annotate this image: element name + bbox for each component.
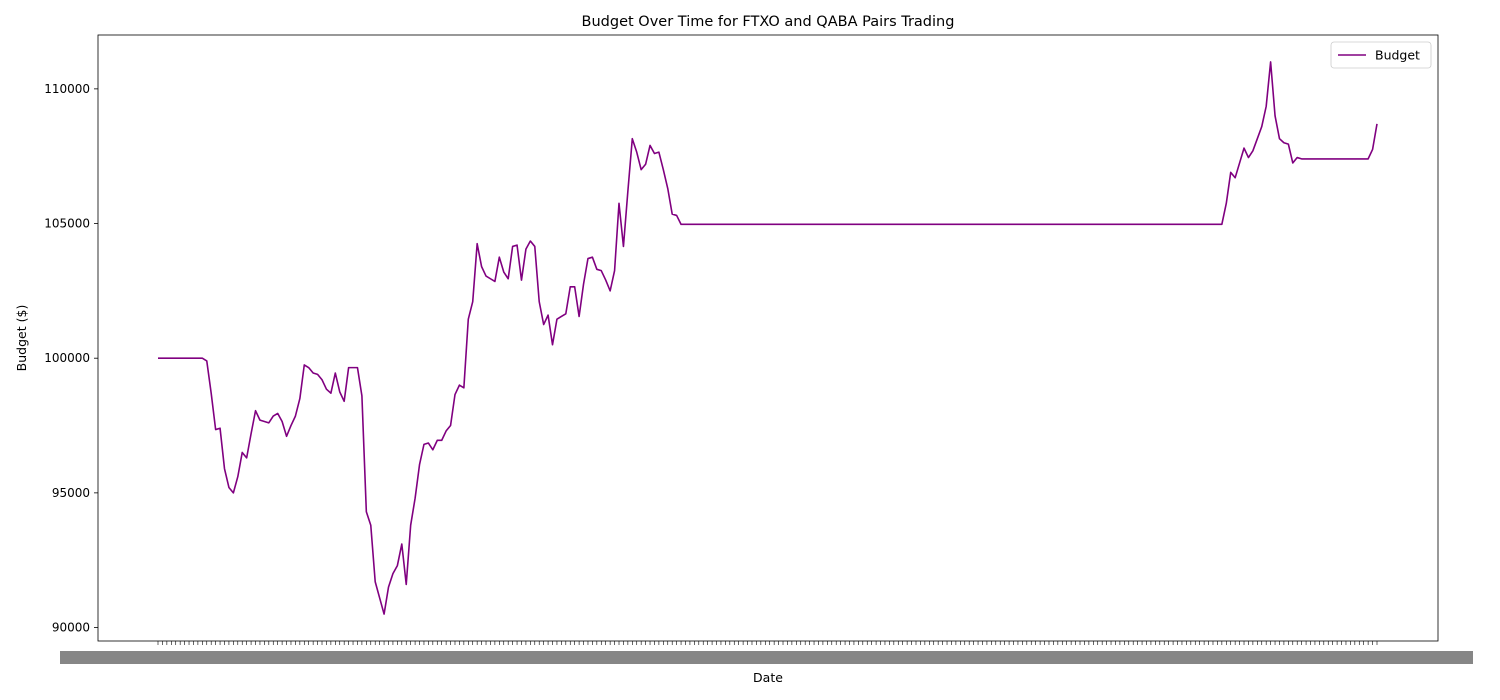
chart-title: Budget Over Time for FTXO and QABA Pairs… bbox=[582, 14, 955, 30]
legend-frame bbox=[1330, 41, 1432, 69]
legend-label-budget: Budget bbox=[1375, 48, 1420, 63]
y-tick-label: 95000 bbox=[52, 486, 90, 500]
y-tick-label: 100000 bbox=[44, 351, 90, 365]
legend: Budget bbox=[1330, 41, 1432, 69]
y-axis-ticks: 90000 95000 100000 105000 110000 bbox=[44, 82, 98, 635]
plot-frame bbox=[97, 34, 1439, 642]
y-tick-label: 90000 bbox=[52, 621, 90, 635]
series-line-budget bbox=[158, 61, 1378, 615]
plot-area bbox=[98, 35, 1438, 641]
y-axis-label: Budget ($) bbox=[14, 305, 29, 372]
series-layer bbox=[158, 61, 1378, 615]
y-tick-label: 105000 bbox=[44, 217, 90, 231]
y-tick-label: 110000 bbox=[44, 82, 90, 96]
x-axis-label: Date bbox=[753, 670, 783, 685]
x-axis-ticks bbox=[60, 641, 1473, 664]
x-tick-label-band bbox=[60, 651, 1473, 664]
